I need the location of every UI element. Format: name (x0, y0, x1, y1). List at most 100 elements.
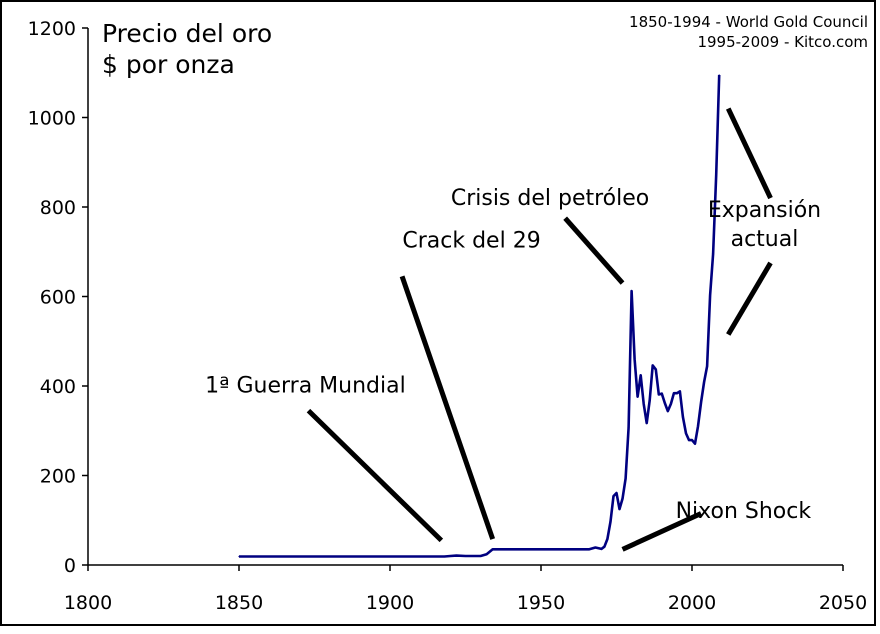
data-point (618, 508, 621, 510)
data-point (298, 555, 300, 558)
source-note-line: 1850-1994 - World Gold Council (629, 13, 868, 31)
data-point (706, 365, 708, 367)
data-point (268, 555, 270, 558)
data-point (667, 410, 669, 412)
annotation-leader-line (621, 511, 703, 552)
y-tick-label: 800 (40, 197, 76, 219)
x-tick-label: 1900 (366, 592, 414, 614)
data-point (676, 392, 678, 394)
x-tick-label: 1800 (64, 592, 112, 614)
y-tick-label: 400 (40, 376, 76, 398)
series-layer (238, 74, 721, 558)
annotation-label-line: Crack del 29 (402, 228, 540, 253)
data-point (510, 548, 512, 550)
data-point (631, 290, 633, 292)
data-point (359, 555, 361, 558)
data-point (634, 358, 636, 360)
annotations-layer: 1ª Guerra Mundial Crack del 29 Crisis del … (205, 107, 821, 552)
data-point (570, 548, 572, 550)
data-point (449, 555, 451, 557)
data-point (649, 399, 651, 401)
data-point (594, 546, 596, 549)
data-point (664, 402, 666, 404)
data-point (588, 548, 590, 550)
y-tick-label: 200 (40, 466, 76, 488)
annotation-label-line: Crisis del petróleo (451, 186, 649, 211)
data-point (718, 74, 720, 76)
data-point (646, 422, 648, 424)
data-point (682, 416, 684, 418)
data-point (655, 368, 657, 371)
data-point (700, 401, 702, 403)
data-point (603, 546, 606, 548)
y-tick-label: 0 (64, 555, 76, 577)
data-point (658, 393, 660, 396)
annotation-label: Crack del 29 (402, 228, 540, 253)
data-point (643, 403, 645, 405)
source-note-line: 1995-2009 - Kitco.com (697, 33, 868, 51)
data-point (703, 381, 705, 383)
annotation-label: 1ª Guerra Mundial (205, 374, 406, 399)
data-point (624, 478, 627, 480)
annotation-leader-line (399, 275, 496, 540)
data-point (600, 548, 603, 550)
annotation-label: Crisis del petróleo (451, 186, 649, 211)
data-point (329, 555, 331, 558)
annotation-leader-line (726, 261, 773, 336)
data-point (688, 439, 690, 441)
axes: 0 200 400 600 800 1000 1200 1800 1850 1900 1950 200… (28, 18, 868, 614)
x-tick-label: 1950 (517, 592, 565, 614)
data-point (712, 253, 714, 255)
data-point (715, 174, 717, 176)
data-point (627, 427, 630, 429)
y-tick-label: 1000 (28, 108, 76, 130)
titles-layer: Precio del oro$ por onza 1850-1994 - Worl… (102, 13, 868, 79)
data-point (640, 374, 642, 376)
annotation-label: Nixon Shock (676, 499, 812, 524)
data-point (419, 555, 421, 558)
annotation-label-line: 1ª Guerra Mundial (205, 374, 406, 399)
data-point (238, 555, 240, 558)
annotation-label-line: Expansión (708, 198, 821, 223)
data-point (652, 364, 654, 367)
data-point (637, 396, 639, 398)
data-point (464, 555, 467, 557)
x-tick-label: 2050 (819, 592, 867, 614)
annotation-leader-line (725, 107, 773, 200)
annotation-leader-line (563, 216, 625, 285)
y-tick-label: 1200 (28, 18, 76, 40)
data-point (540, 548, 542, 550)
data-point (670, 403, 672, 405)
chart-title-line: $ por onza (102, 50, 235, 79)
annotation-label: Expansión actual (708, 198, 821, 252)
annotation-label-line: actual (731, 227, 799, 252)
data-point (486, 553, 488, 555)
annotation-label-line: Nixon Shock (676, 499, 812, 524)
data-point (661, 393, 663, 395)
data-point (691, 439, 693, 441)
data-point (389, 555, 391, 558)
data-point (492, 548, 494, 550)
data-point (694, 443, 696, 445)
data-point (455, 555, 458, 557)
data-point (609, 520, 612, 523)
x-tick-label: 1850 (215, 592, 263, 614)
data-point (443, 555, 445, 558)
chart-title-line: Precio del oro (102, 19, 272, 48)
y-tick-label: 600 (40, 287, 76, 309)
data-point (612, 495, 615, 497)
data-point (697, 425, 699, 427)
x-tick-label: 2000 (668, 592, 716, 614)
data-point (615, 492, 618, 494)
data-point (685, 432, 687, 435)
data-point (673, 392, 675, 394)
data-point (679, 390, 681, 392)
data-point (621, 498, 624, 500)
annotation-leader-line (306, 408, 444, 543)
data-point (480, 555, 482, 557)
data-point (606, 538, 609, 540)
data-point (709, 294, 711, 296)
